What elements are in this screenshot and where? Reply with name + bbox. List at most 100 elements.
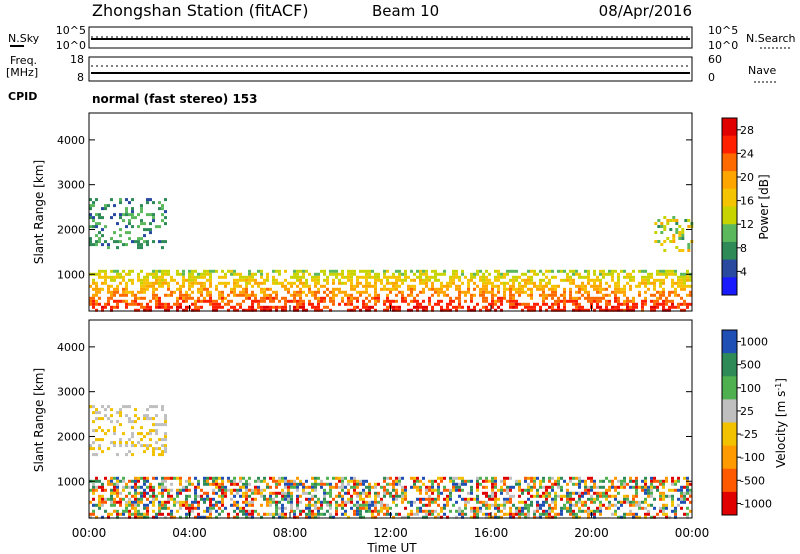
heatmap-cell (221, 300, 224, 303)
heatmap-cell (101, 486, 104, 489)
heatmap-cell (107, 204, 110, 207)
heatmap-cell (164, 432, 167, 435)
heatmap-cell (494, 501, 497, 504)
heatmap-cell (371, 486, 374, 489)
heatmap-cell (260, 282, 263, 285)
heatmap-cell (140, 246, 143, 249)
heatmap-cell (140, 291, 143, 294)
heatmap-cell (446, 285, 449, 288)
heatmap-cell (311, 486, 314, 489)
heatmap-cell (377, 297, 380, 300)
heatmap-cell (671, 510, 674, 513)
heatmap-cell (143, 489, 146, 492)
heatmap-cell (662, 270, 665, 273)
heatmap-cell (548, 288, 551, 291)
heatmap-cell (251, 513, 254, 516)
heatmap-cell (287, 291, 290, 294)
heatmap-cell (113, 426, 116, 429)
heatmap-cell (329, 501, 332, 504)
heatmap-cell (485, 513, 488, 516)
heatmap-cell (605, 294, 608, 297)
heatmap-cell (152, 282, 155, 285)
x-tick-label: 00:00 (675, 526, 710, 540)
heatmap-cell (188, 477, 191, 480)
heatmap-cell (194, 507, 197, 510)
heatmap-cell (593, 300, 596, 303)
heatmap-cell (362, 492, 365, 495)
heatmap-cell (626, 273, 629, 276)
heatmap-cell (485, 285, 488, 288)
heatmap-cell (518, 489, 521, 492)
heatmap-cell (173, 303, 176, 306)
heatmap-cell (389, 300, 392, 303)
heatmap-cell (362, 306, 365, 309)
heatmap-cell (134, 507, 137, 510)
heatmap-cell (287, 480, 290, 483)
heatmap-cell (563, 294, 566, 297)
heatmap-cell (587, 282, 590, 285)
heatmap-cell (681, 237, 684, 240)
heatmap-cell (200, 498, 203, 501)
heatmap-cell (308, 507, 311, 510)
heatmap-cell (647, 273, 650, 276)
heatmap-cell (143, 291, 146, 294)
colorbar-segment (722, 171, 737, 189)
heatmap-cell (491, 297, 494, 300)
heatmap-cell (542, 279, 545, 282)
heatmap-cell (521, 492, 524, 495)
heatmap-cell (446, 504, 449, 507)
heatmap-cell (542, 288, 545, 291)
heatmap-cell (248, 273, 251, 276)
heatmap-cell (599, 495, 602, 498)
heatmap-cell (482, 486, 485, 489)
heatmap-cell (275, 297, 278, 300)
heatmap-cell (335, 273, 338, 276)
heatmap-cell (125, 210, 128, 213)
heatmap-cell (521, 285, 524, 288)
heatmap-cell (170, 306, 173, 309)
heatmap-cell (221, 492, 224, 495)
heatmap-cell (209, 297, 212, 300)
heatmap-cell (107, 483, 110, 486)
heatmap-cell (641, 486, 644, 489)
heatmap-cell (167, 489, 170, 492)
heatmap-cell (572, 504, 575, 507)
heatmap-cell (620, 288, 623, 291)
heatmap-cell (233, 495, 236, 498)
heatmap-cell (104, 240, 107, 243)
heatmap-cell (176, 501, 179, 504)
heatmap-cell (122, 480, 125, 483)
heatmap-cell (425, 279, 428, 282)
heatmap-cell (206, 279, 209, 282)
heatmap-cell (227, 300, 230, 303)
heatmap-cell (686, 477, 689, 480)
heatmap-cell (134, 297, 137, 300)
heatmap-cell (218, 483, 221, 486)
heatmap-cell (392, 483, 395, 486)
heatmap-cell (452, 480, 455, 483)
heatmap-cell (569, 480, 572, 483)
heatmap-cell (245, 297, 248, 300)
heatmap-cell (320, 507, 323, 510)
y-tick-label: 4000 (57, 134, 85, 147)
heatmap-cell (614, 288, 617, 291)
heatmap-cell (461, 510, 464, 513)
heatmap-cell (434, 480, 437, 483)
heatmap-cell (605, 495, 608, 498)
heatmap-cell (119, 273, 122, 276)
heatmap-cell (347, 300, 350, 303)
heatmap-cell (554, 480, 557, 483)
heatmap-cell (269, 306, 272, 309)
heatmap-cell (356, 504, 359, 507)
heatmap-cell (554, 495, 557, 498)
heatmap-cell (551, 477, 554, 480)
heatmap-cell (146, 510, 149, 513)
y-tick-label: 2000 (57, 223, 85, 236)
heatmap-cell (419, 480, 422, 483)
heatmap-cell (497, 297, 500, 300)
heatmap-cell (683, 273, 686, 276)
heatmap-cell (227, 477, 230, 480)
heatmap-cell (653, 288, 656, 291)
heatmap-cell (677, 498, 680, 501)
heatmap-cell (629, 486, 632, 489)
